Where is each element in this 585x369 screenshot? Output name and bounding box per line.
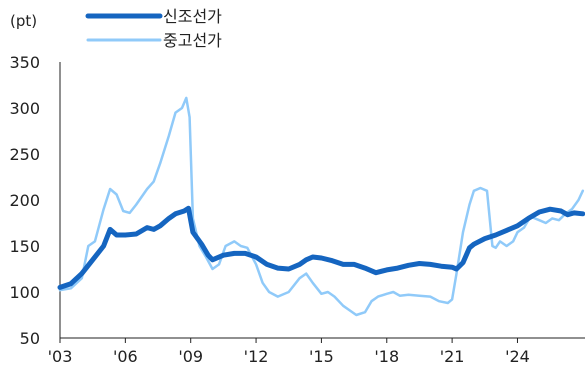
x-tick-label: '18 — [374, 347, 399, 366]
x-tick-label: '15 — [309, 347, 334, 366]
plot-area — [57, 96, 585, 317]
x-tick-label: '24 — [505, 347, 530, 366]
y-tick-label: 100 — [9, 283, 40, 302]
series-line-secondhand-price — [58, 96, 585, 317]
y-tick-label: 50 — [20, 329, 40, 348]
legend-label-newbuilding-price: 신조선가 — [163, 7, 222, 26]
y-tick-label: 250 — [9, 145, 40, 164]
x-tick-label: '03 — [48, 347, 73, 366]
y-tick-label: 300 — [9, 99, 40, 118]
x-axis: '03 '06 '09 '12 '15 '18 '21 '24 — [48, 337, 585, 366]
x-tick-label: '21 — [440, 347, 465, 366]
y-axis-label: (pt) — [10, 12, 37, 30]
y-tick-label: 150 — [9, 237, 40, 256]
x-tick-label: '09 — [178, 347, 203, 366]
legend-label-secondhand-price: 중고선가 — [163, 31, 222, 50]
y-axis: 50 100 150 200 250 300 350 — [9, 53, 61, 348]
series-line-newbuilding-price — [57, 205, 585, 290]
y-tick-label: 200 — [9, 191, 40, 210]
y-tick-label: 350 — [9, 53, 40, 72]
x-tick-label: '12 — [244, 347, 269, 366]
x-tick-label: '06 — [113, 347, 138, 366]
